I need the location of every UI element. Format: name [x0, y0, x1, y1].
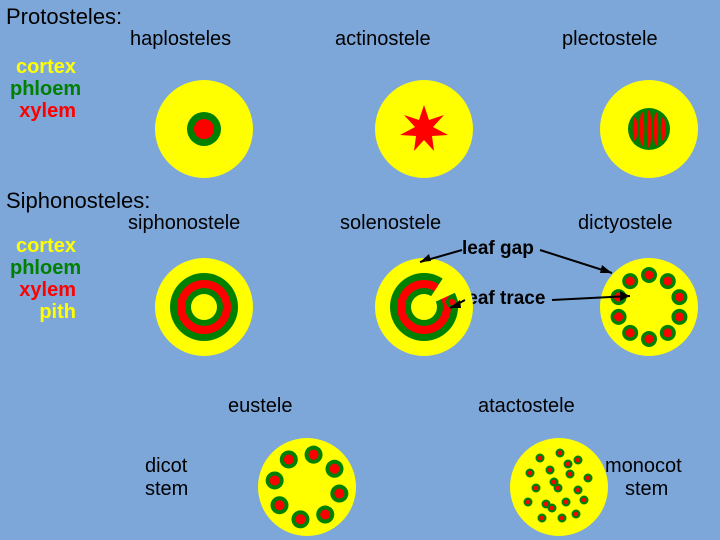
arrow-leaf-trace — [450, 290, 490, 320]
label-atactostele: atactostele — [478, 395, 575, 418]
legend-cortex-1: cortex — [10, 56, 76, 79]
diagram-eustele — [258, 438, 356, 536]
legend-cortex-2: cortex — [10, 235, 76, 258]
legend-phloem-2: phloem — [10, 257, 76, 280]
label-eustele: eustele — [228, 395, 293, 418]
legend-xylem-2: xylem — [10, 279, 76, 302]
label-monocot-2: stem — [625, 478, 668, 501]
label-dicot: dicot — [145, 455, 187, 478]
legend-xylem-1: xylem — [10, 100, 76, 123]
legend-pith-2: pith — [10, 301, 76, 324]
legend-phloem-1: phloem — [10, 78, 76, 101]
heading-protosteles: Protosteles: — [6, 4, 122, 30]
label-siphonostele: siphonostele — [128, 212, 240, 235]
diagram-actinostele — [375, 80, 473, 178]
label-plectostele: plectostele — [562, 28, 658, 51]
diagram-atactostele — [510, 438, 608, 536]
arrow-leaf-trace-2 — [552, 290, 642, 330]
heading-siphonosteles: Siphonosteles: — [6, 188, 150, 214]
diagram-plectostele — [600, 80, 698, 178]
diagram-haplostele — [155, 80, 253, 178]
label-monocot: monocot — [605, 455, 682, 478]
label-haplostele: haplosteles — [130, 28, 231, 51]
label-solenostele: solenostele — [340, 212, 441, 235]
diagram-siphonostele — [155, 258, 253, 356]
label-actinostele: actinostele — [335, 28, 431, 51]
arrow-leaf-gap — [420, 240, 560, 270]
arrow-leaf-gap-2 — [540, 240, 620, 280]
label-dicot-2: stem — [145, 478, 188, 501]
label-dictyostele: dictyostele — [578, 212, 673, 235]
